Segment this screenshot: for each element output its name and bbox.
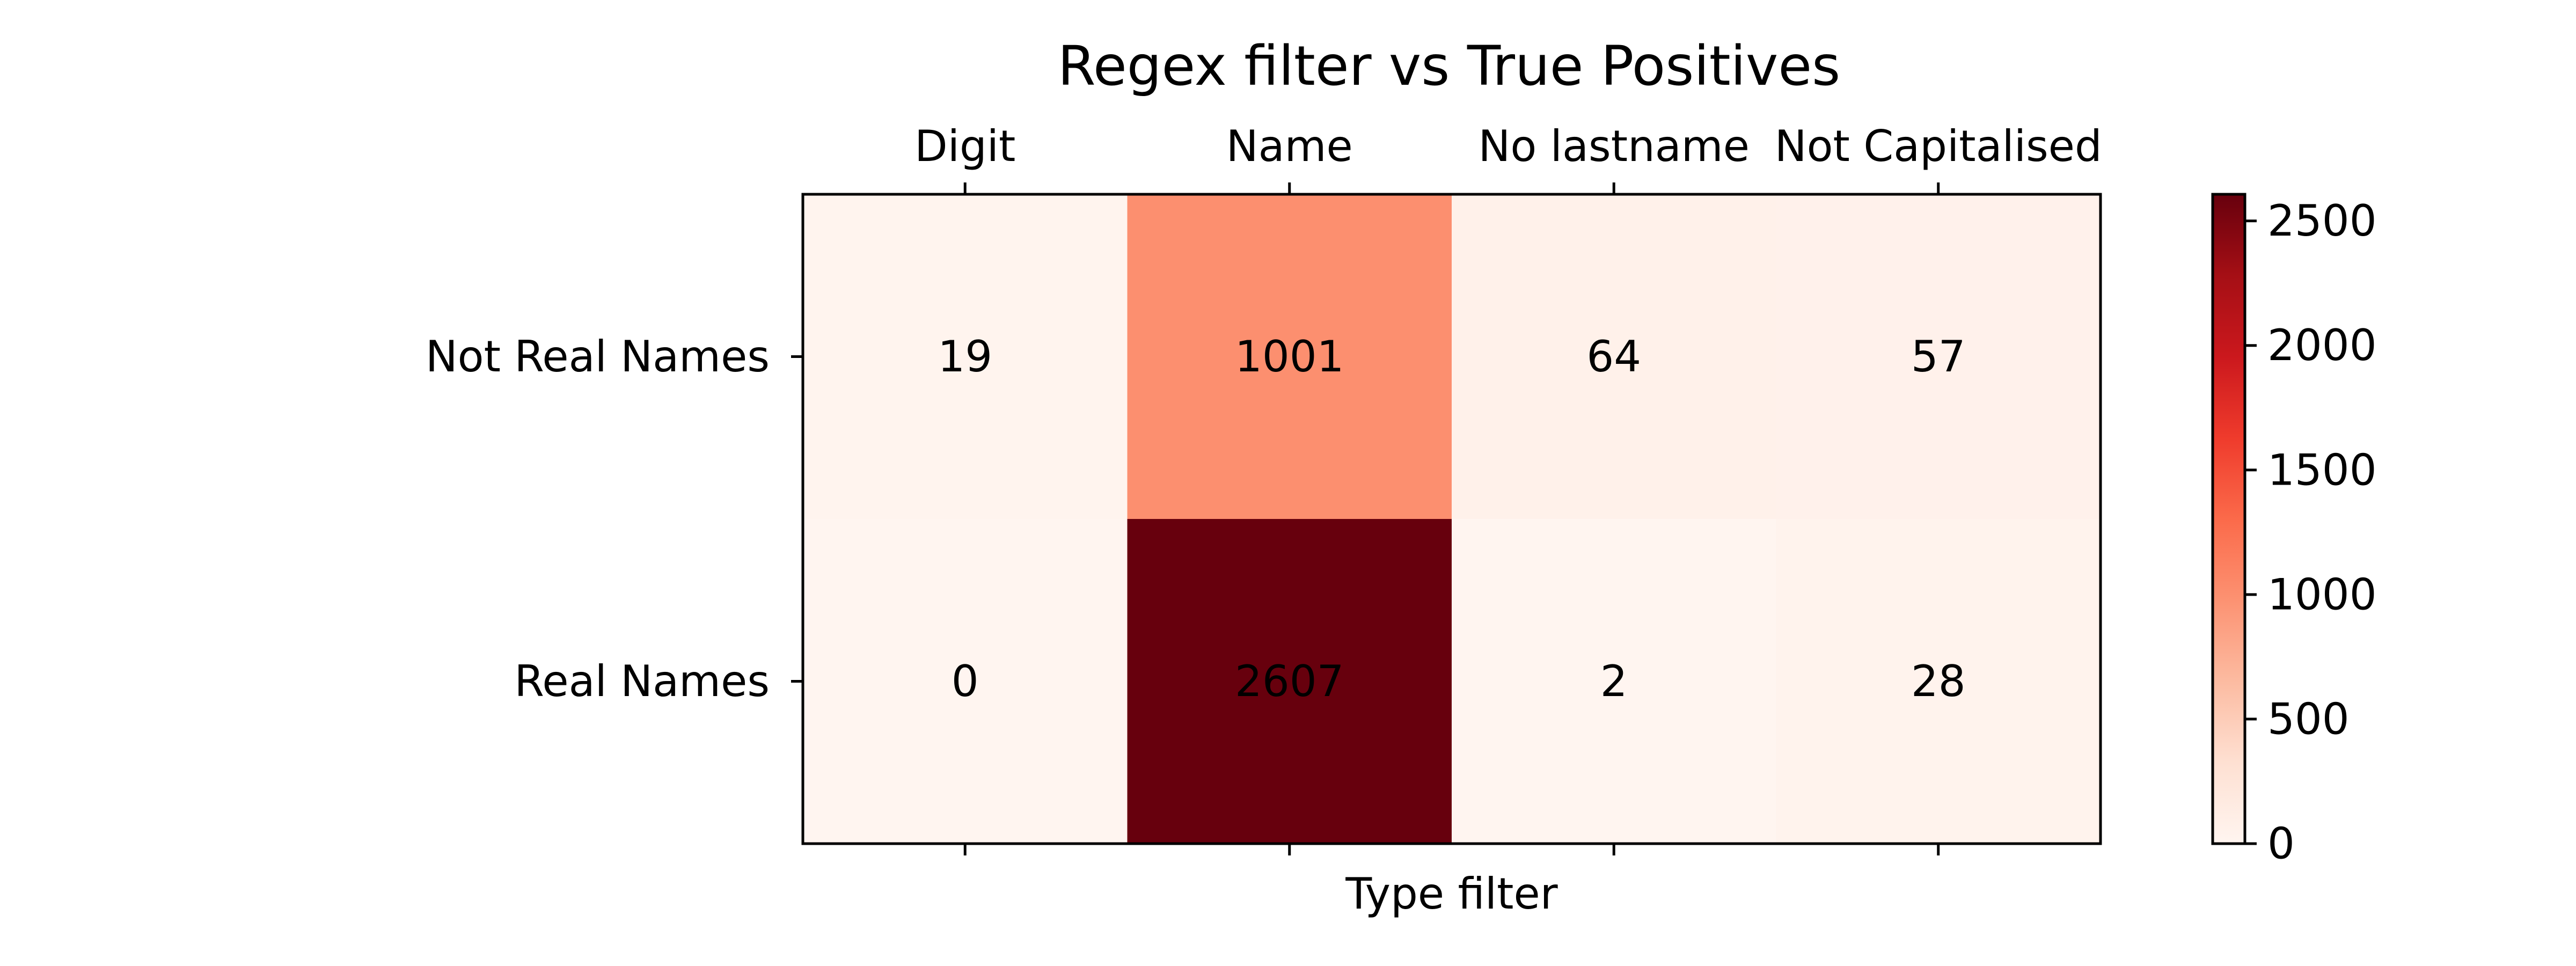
- heatmap-cell: [1452, 519, 1776, 844]
- cell-value-label: 64: [1586, 332, 1641, 382]
- heatmap-cell: [1452, 194, 1776, 519]
- x-tick-label: Not Capitalised: [1775, 121, 2102, 171]
- y-axis: Not Real Names Real Names: [426, 332, 803, 706]
- colorbar-tick-label: 2000: [2267, 320, 2377, 370]
- heatmap-cell: [1127, 519, 1452, 844]
- heatmap-cell: [1776, 194, 2101, 519]
- x-axis-label: Type filter: [1345, 869, 1557, 919]
- heatmap-cell: [803, 519, 1128, 844]
- chart-title: Regex filter vs True Positives: [1058, 34, 1841, 98]
- x-axis: Digit Name No lastname Not Capitalised: [914, 121, 2102, 855]
- x-tick-label: No lastname: [1479, 121, 1750, 171]
- heatmap-cell: [803, 194, 1128, 519]
- heatmap-cell: [1127, 194, 1452, 519]
- heatmap-cell: [1776, 519, 2101, 844]
- cell-value-label: 2607: [1235, 656, 1344, 706]
- colorbar-tick-label: 1500: [2267, 445, 2377, 495]
- colorbar-ticks: 0 500 1000 1500 2000 2500: [2245, 196, 2377, 869]
- heatmap-cell-labels: 19 1001 64 57 0 2607 2 28: [938, 332, 1965, 706]
- x-tick-label: Digit: [914, 121, 1015, 171]
- colorbar-tick-label: 500: [2267, 694, 2350, 744]
- heatmap-cells: [803, 194, 2101, 844]
- cell-value-label: 57: [1911, 332, 1966, 382]
- colorbar-gradient-bar: [2211, 193, 2246, 845]
- colorbar-tick-label: 2500: [2267, 196, 2377, 246]
- y-tick-label: Real Names: [514, 656, 770, 706]
- y-tick-label: Not Real Names: [426, 332, 770, 382]
- plot-frame: [801, 193, 2102, 845]
- cell-value-label: 19: [938, 332, 992, 382]
- cell-value-label: 0: [952, 656, 979, 706]
- colorbar-tick-label: 1000: [2267, 569, 2377, 619]
- x-tick-label: Name: [1226, 121, 1353, 171]
- cell-value-label: 1001: [1235, 332, 1344, 382]
- cell-value-label: 2: [1600, 656, 1628, 706]
- colorbar: 0 500 1000 1500 2000 2500: [2211, 193, 2377, 869]
- cell-value-label: 28: [1911, 656, 1966, 706]
- colorbar-tick-label: 0: [2267, 819, 2295, 869]
